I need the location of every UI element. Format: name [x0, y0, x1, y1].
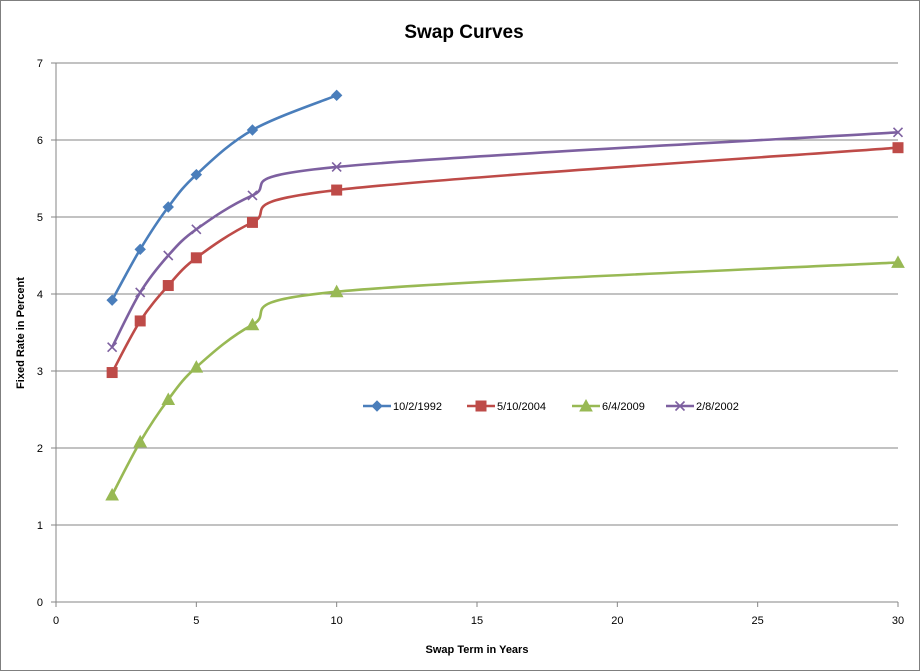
x-tick-label: 5 — [193, 615, 199, 627]
marker-stroke — [163, 250, 174, 261]
legend-label: 10/2/1992 — [393, 401, 442, 413]
y-tick-label: 7 — [37, 58, 43, 70]
legend-item: 5/10/2004 — [467, 400, 546, 413]
data-point — [190, 252, 202, 264]
series-0 — [106, 89, 343, 306]
axes — [51, 62, 899, 607]
legend-item: 2/8/2002 — [666, 400, 739, 413]
y-tick-label: 4 — [37, 289, 43, 301]
legend-marker — [579, 398, 593, 412]
legend: 10/2/1992 5/10/2004 6/4/2009 2/8/2002 — [363, 398, 739, 413]
data-point — [106, 367, 118, 379]
legend-marker — [674, 400, 686, 412]
marker-stroke — [674, 400, 686, 412]
data-point — [330, 89, 343, 102]
data-point — [246, 216, 258, 228]
data-point — [162, 201, 174, 213]
data-point — [892, 142, 904, 154]
series-line — [110, 94, 338, 302]
x-tick-labels: 0 5 10 15 20 25 30 — [53, 615, 904, 627]
series-1 — [106, 142, 904, 379]
x-tick-label: 0 — [53, 615, 59, 627]
y-tick-label: 1 — [37, 520, 43, 532]
series-line — [110, 261, 900, 497]
data-point — [107, 342, 118, 353]
data-point — [106, 294, 118, 306]
data-point — [246, 124, 259, 136]
data-point — [189, 360, 204, 373]
y-tick-label: 2 — [37, 443, 43, 455]
legend-item: 6/4/2009 — [572, 398, 645, 413]
legend-marker — [371, 400, 383, 412]
x-tick-label: 15 — [471, 615, 483, 627]
y-tick-label: 6 — [37, 135, 43, 147]
series-group — [105, 89, 905, 501]
data-point — [133, 434, 148, 448]
marker-stroke — [892, 127, 904, 138]
legend-label: 5/10/2004 — [497, 401, 546, 413]
data-point — [135, 287, 146, 298]
data-point — [105, 487, 119, 501]
x-tick-label: 25 — [752, 615, 764, 627]
data-point — [247, 190, 258, 201]
x-tick-label: 30 — [892, 615, 904, 627]
legend-item: 10/2/1992 — [363, 400, 442, 413]
data-point — [134, 315, 146, 327]
data-point — [892, 127, 904, 138]
marker-stroke — [107, 342, 118, 353]
data-point — [134, 243, 146, 256]
legend-marker — [475, 400, 487, 412]
data-point — [190, 168, 203, 181]
y-tick-label: 5 — [37, 212, 43, 224]
legend-label: 6/4/2009 — [602, 401, 645, 413]
chart-title: Swap Curves — [404, 22, 523, 43]
series-line — [110, 131, 900, 349]
marker-stroke — [331, 161, 342, 173]
data-point — [331, 184, 343, 196]
marker-stroke — [135, 287, 146, 298]
legend-label: 2/8/2002 — [696, 401, 739, 413]
x-tick-label: 10 — [331, 615, 343, 627]
data-point — [163, 250, 174, 261]
marker-stroke — [247, 190, 258, 201]
x-tick-label: 20 — [611, 615, 623, 627]
gridlines — [56, 62, 898, 526]
data-point — [245, 317, 260, 331]
data-point — [331, 161, 342, 173]
y-axis-title: Fixed Rate in Percent — [15, 277, 27, 389]
series-3 — [107, 127, 904, 353]
x-axis-title: Swap Term in Years — [426, 644, 529, 656]
y-tick-label: 3 — [37, 366, 43, 378]
data-point — [191, 224, 202, 235]
data-point — [162, 280, 174, 292]
data-point — [161, 392, 176, 405]
y-tick-label: 0 — [37, 597, 43, 609]
series-2 — [105, 255, 905, 501]
marker-stroke — [191, 224, 202, 235]
data-point — [329, 284, 344, 298]
data-point — [891, 255, 905, 268]
y-tick-labels: 0 1 2 3 4 5 6 7 — [37, 58, 43, 609]
